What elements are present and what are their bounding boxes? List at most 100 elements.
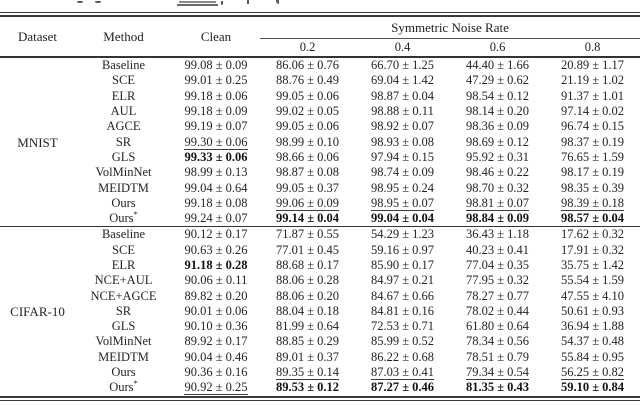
value: 40.23 ± 0.41 [465,242,530,257]
value: 17.91 ± 0.32 [560,242,625,257]
value: 81.99 ± 0.64 [275,319,340,334]
table-row: ELR 91.18 ± 0.28 88.68 ± 0.17 85.90 ± 0.17 7… [0,258,640,273]
value: 84.67 ± 0.66 [370,288,435,303]
cropped-word-bottom [179,1,216,3]
value: 98.14 ± 0.20 [465,104,530,119]
value: 97.14 ± 0.02 [560,104,625,119]
best-value: 98.57 ± 0.04 [560,211,625,226]
value: 84.81 ± 0.16 [370,303,435,318]
value-cell: 90.92 ± 0.25 [172,380,260,396]
value-cell: 98.66 ± 0.06 [260,150,355,165]
value-cell: 78.51 ± 0.79 [450,350,545,365]
value: 55.54 ± 1.59 [560,273,625,288]
value: 98.70 ± 0.32 [465,180,530,195]
value: 89.82 ± 0.20 [184,288,248,303]
value-cell: 98.88 ± 0.11 [355,104,450,119]
dataset-label-mnist: MNIST [17,134,58,150]
value-cell: 99.01 ± 0.25 [172,73,260,88]
cropped-caption-fragment [0,0,640,9]
table-row: SCE 99.01 ± 0.25 88.76 ± 0.49 69.04 ± 1.42 4… [0,73,640,88]
value-cell: 88.04 ± 0.18 [260,304,355,319]
value-cell: 50.61 ± 0.93 [545,304,640,319]
value-cell: 98.93 ± 0.08 [355,134,450,149]
descender-mark [221,1,223,5]
value-cell: 99.02 ± 0.05 [260,104,355,119]
best-value: 81.35 ± 0.43 [465,380,530,395]
value: 90.36 ± 0.16 [184,365,248,380]
value-cell: 66.70 ± 1.25 [355,57,450,73]
value-cell: 35.75 ± 1.42 [545,258,640,273]
table-body: MNIST Baseline 99.08 ± 0.09 86.06 ± 0.76 66.… [0,57,640,396]
value-cell: 99.04 ± 0.04 [355,211,450,227]
col-header-rate-06: 0.6 [489,40,506,54]
best-value: 99.04 ± 0.04 [370,211,435,226]
table-row: SCE 90.63 ± 0.26 77.01 ± 0.45 59.16 ± 0.97 4… [0,243,640,258]
descender-mark [77,1,83,3]
value: 66.70 ± 1.25 [370,58,435,73]
value: 78.02 ± 0.44 [465,303,530,318]
value: 90.01 ± 0.06 [184,303,248,318]
value: 44.40 ± 1.66 [465,58,530,73]
value-cell: 86.22 ± 0.68 [355,350,450,365]
value-cell: 77.01 ± 0.45 [260,243,355,258]
value: 88.06 ± 0.28 [275,273,340,288]
value: 98.93 ± 0.08 [370,134,435,149]
best-value: 89.53 ± 0.12 [275,380,340,395]
value: 88.06 ± 0.20 [275,288,340,303]
value-cell: 40.23 ± 0.41 [450,243,545,258]
method-label: Ours [111,365,136,380]
value-cell: 90.06 ± 0.11 [172,273,260,288]
value: 88.76 ± 0.49 [275,73,340,88]
value-cell: 21.19 ± 1.02 [545,73,640,88]
value-cell: 99.18 ± 0.06 [172,89,260,104]
value: 36.43 ± 1.18 [465,227,530,242]
table-header: Dataset Method Clean Symmetric Noise Rat… [0,17,640,57]
value-cell: 56.25 ± 0.82 [545,365,640,381]
value-cell: 99.05 ± 0.37 [260,180,355,195]
value: 98.36 ± 0.09 [465,119,530,134]
value-cell: 36.94 ± 1.88 [545,319,640,334]
value-cell: 97.14 ± 0.02 [545,104,640,119]
second-best-value: 56.25 ± 0.82 [560,365,625,381]
value-cell: 54.29 ± 1.23 [355,226,450,243]
value: 47.55 ± 4.10 [560,288,625,303]
value: 98.37 ± 0.19 [560,134,625,149]
value: 99.19 ± 0.07 [184,119,248,134]
value-cell: 89.82 ± 0.20 [172,288,260,303]
second-best-value: 89.35 ± 0.14 [275,365,340,381]
table-row: GLS 99.33 ± 0.06 98.66 ± 0.06 97.94 ± 0.15 9… [0,150,640,165]
value-cell: 98.54 ± 0.12 [450,89,545,104]
method-label: NCE+AGCE [90,288,157,303]
value-cell: 99.08 ± 0.09 [172,57,260,73]
value: 76.65 ± 1.59 [560,149,625,164]
value-cell: 90.36 ± 0.16 [172,365,260,380]
table-row: GLS 90.10 ± 0.36 81.99 ± 0.64 72.53 ± 0.71 6… [0,319,640,334]
table-row: MNIST Baseline 99.08 ± 0.09 86.06 ± 0.76 66.… [0,57,640,149]
value-cell: 98.87 ± 0.04 [355,89,450,104]
value: 50.61 ± 0.93 [560,303,625,318]
col-header-rate-08: 0.8 [584,40,601,54]
value: 98.88 ± 0.11 [371,104,434,119]
value: 98.95 ± 0.24 [370,180,435,195]
asterisk-superscript: * [133,208,138,219]
value: 21.19 ± 1.02 [560,73,625,88]
value-cell: 98.36 ± 0.09 [450,119,545,134]
best-value: 87.27 ± 0.46 [370,380,435,395]
value: 99.08 ± 0.09 [184,58,248,73]
value: 98.87 ± 0.08 [275,165,340,180]
value: 98.66 ± 0.06 [275,149,340,164]
second-best-value: 79.34 ± 0.54 [465,365,530,381]
value-cell: 90.01 ± 0.06 [172,304,260,319]
value: 20.89 ± 1.17 [560,58,625,73]
col-header-rate-02: 0.2 [299,40,316,54]
method-label: Ours* [109,378,138,395]
value-cell: 84.81 ± 0.16 [355,304,450,319]
value-cell: 87.27 ± 0.46 [355,380,450,395]
value: 85.99 ± 0.52 [370,334,435,349]
value-cell: 81.99 ± 0.64 [260,319,355,334]
value-cell: 47.55 ± 4.10 [545,288,640,303]
value: 99.18 ± 0.06 [184,88,248,103]
method-label: ELR [111,88,136,103]
value: 47.29 ± 0.62 [465,73,530,88]
